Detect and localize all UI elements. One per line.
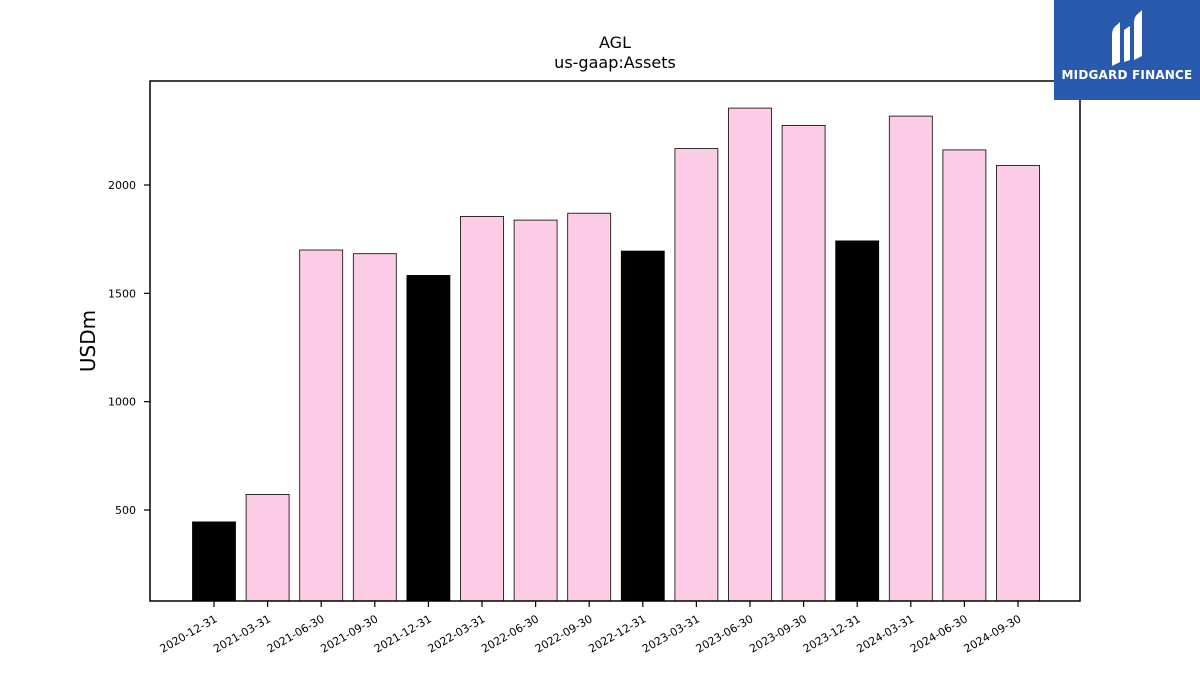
logo-text: MIDGARD FINANCE xyxy=(1061,68,1193,82)
chart-subtitle: us-gaap:Assets xyxy=(554,53,676,72)
bar-2023-12-31 xyxy=(835,240,880,602)
bar-2021-12-31 xyxy=(406,274,451,602)
x-tick-label: 2020-12-31 xyxy=(158,612,220,655)
y-tick-label: 2000 xyxy=(108,179,136,192)
chart-title: AGL xyxy=(599,33,631,52)
x-tick-label: 2024-09-30 xyxy=(962,612,1024,655)
bar-2022-06-30 xyxy=(513,219,558,602)
bar-2021-09-30 xyxy=(352,253,397,602)
y-ticks-group: 500 1000 1500 2000 xyxy=(108,179,150,517)
x-tick-label: 2022-06-30 xyxy=(479,612,541,655)
logo-mark-icon xyxy=(1112,10,1142,66)
plot-frame xyxy=(149,80,1081,602)
bar-2021-06-30 xyxy=(299,249,344,602)
x-tick-label: 2021-03-31 xyxy=(211,612,273,655)
bar-2023-03-31 xyxy=(674,148,719,602)
bar-2021-03-31 xyxy=(245,493,290,602)
bar-2022-03-31 xyxy=(460,215,504,602)
bar-2023-09-30 xyxy=(781,125,826,602)
bars-group xyxy=(192,107,1040,602)
y-tick-label: 1000 xyxy=(108,396,136,409)
x-tick-label: 2024-06-30 xyxy=(908,612,970,655)
y-tick-label: 1500 xyxy=(108,287,136,300)
x-tick-label: 2021-09-30 xyxy=(318,612,380,655)
bar-2020-12-31 xyxy=(192,521,236,602)
midgard-finance-logo: MIDGARD FINANCE xyxy=(1054,0,1200,100)
x-tick-label: 2022-09-30 xyxy=(533,612,595,655)
x-tick-label: 2023-06-30 xyxy=(694,612,756,655)
x-ticks-group: 2020-12-312021-03-312021-06-302021-09-30… xyxy=(158,601,1024,656)
x-tick-label: 2021-12-31 xyxy=(372,612,434,655)
x-tick-label: 2024-03-31 xyxy=(854,612,916,655)
y-tick-label: 500 xyxy=(115,504,136,517)
bar-2024-06-30 xyxy=(942,149,987,602)
bar-2022-12-31 xyxy=(620,250,665,602)
x-tick-label: 2023-09-30 xyxy=(747,612,809,655)
x-tick-label: 2023-12-31 xyxy=(801,612,863,655)
bar-2023-06-30 xyxy=(728,107,772,602)
x-tick-label: 2022-03-31 xyxy=(426,612,488,655)
bar-2024-09-30 xyxy=(996,165,1040,602)
bar-2024-03-31 xyxy=(888,115,933,602)
y-axis-label: USDm xyxy=(76,310,100,372)
bar-2022-09-30 xyxy=(567,212,612,602)
x-tick-label: 2021-06-30 xyxy=(265,612,327,655)
x-tick-label: 2022-12-31 xyxy=(586,612,648,655)
x-tick-label: 2023-03-31 xyxy=(640,612,702,655)
